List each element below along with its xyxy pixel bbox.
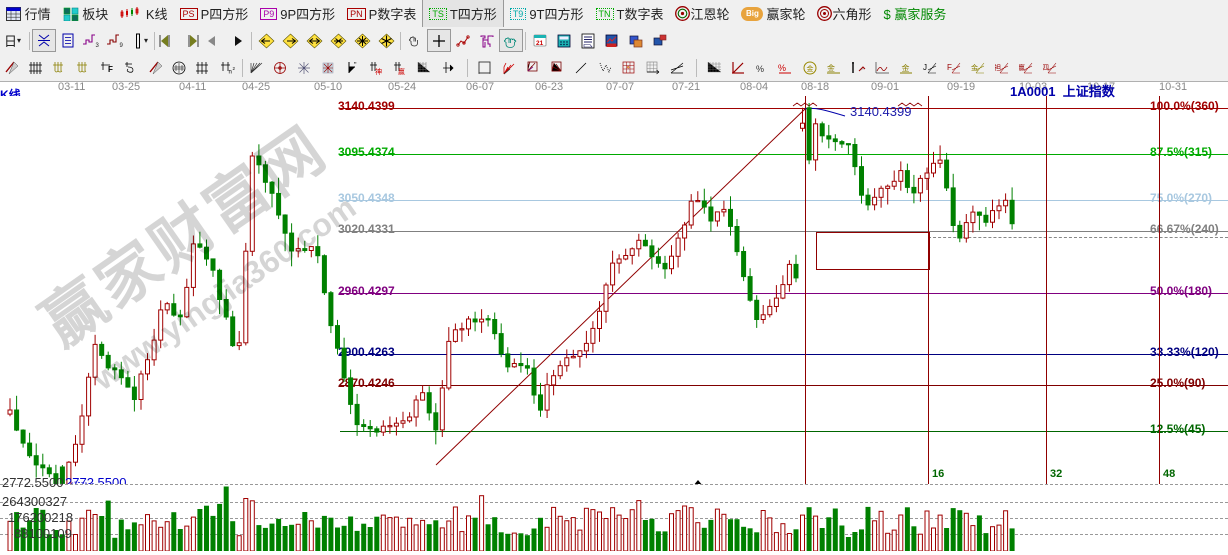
svg-text:神: 神: [375, 67, 382, 75]
svg-text:n: n: [229, 69, 232, 75]
svg-text:金: 金: [971, 63, 978, 72]
svg-text:金: 金: [827, 63, 835, 73]
svg-text:金: 金: [902, 63, 910, 73]
svg-text:2: 2: [233, 66, 236, 71]
svg-text:J: J: [923, 63, 927, 72]
svg-text:F: F: [947, 63, 952, 72]
svg-text:袒: 袒: [995, 63, 1001, 72]
svg-text:赢: 赢: [1019, 63, 1025, 72]
svg-text:四: 四: [1043, 64, 1049, 72]
svg-text:": ": [354, 62, 357, 69]
svg-text:赢: 赢: [398, 67, 405, 75]
svg-text:金: 金: [807, 64, 814, 73]
svg-text:21: 21: [536, 40, 544, 47]
svg-text:9: 9: [120, 43, 124, 48]
svg-text:%: %: [778, 63, 786, 73]
svg-text:%: %: [756, 64, 764, 74]
svg-text:3: 3: [96, 43, 100, 48]
svg-text:F: F: [108, 65, 113, 74]
